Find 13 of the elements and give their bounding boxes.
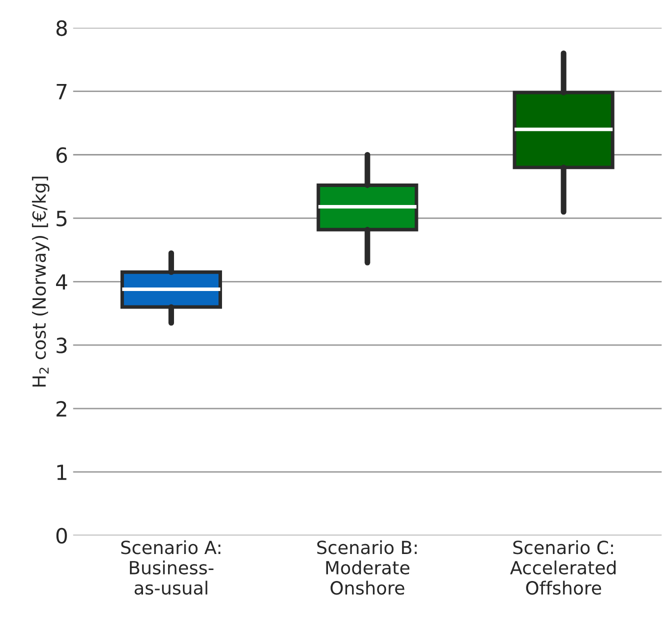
y-tick-label: 3 <box>56 338 67 354</box>
y-tick-label: 6 <box>56 147 67 163</box>
y-axis-title: H$_{2}$ cost (Norway) [€/kg] <box>32 176 50 386</box>
y-tick-label: 1 <box>57 464 66 480</box>
y-tick-label: 5 <box>56 210 66 226</box>
y-tick-label: 8 <box>56 20 67 36</box>
y-tick-label: 2 <box>56 400 66 416</box>
x-tick-label: Scenario A: Business- as-usual <box>121 540 220 595</box>
y-tick-label: 0 <box>56 528 67 544</box>
x-tick-label: Scenario B: Moderate Onshore <box>317 540 417 595</box>
x-tick-label: Scenario C: Accelerated Offshore <box>510 540 616 595</box>
y-tick-label: 7 <box>56 84 67 100</box>
y-tick-label: 4 <box>56 274 68 290</box>
